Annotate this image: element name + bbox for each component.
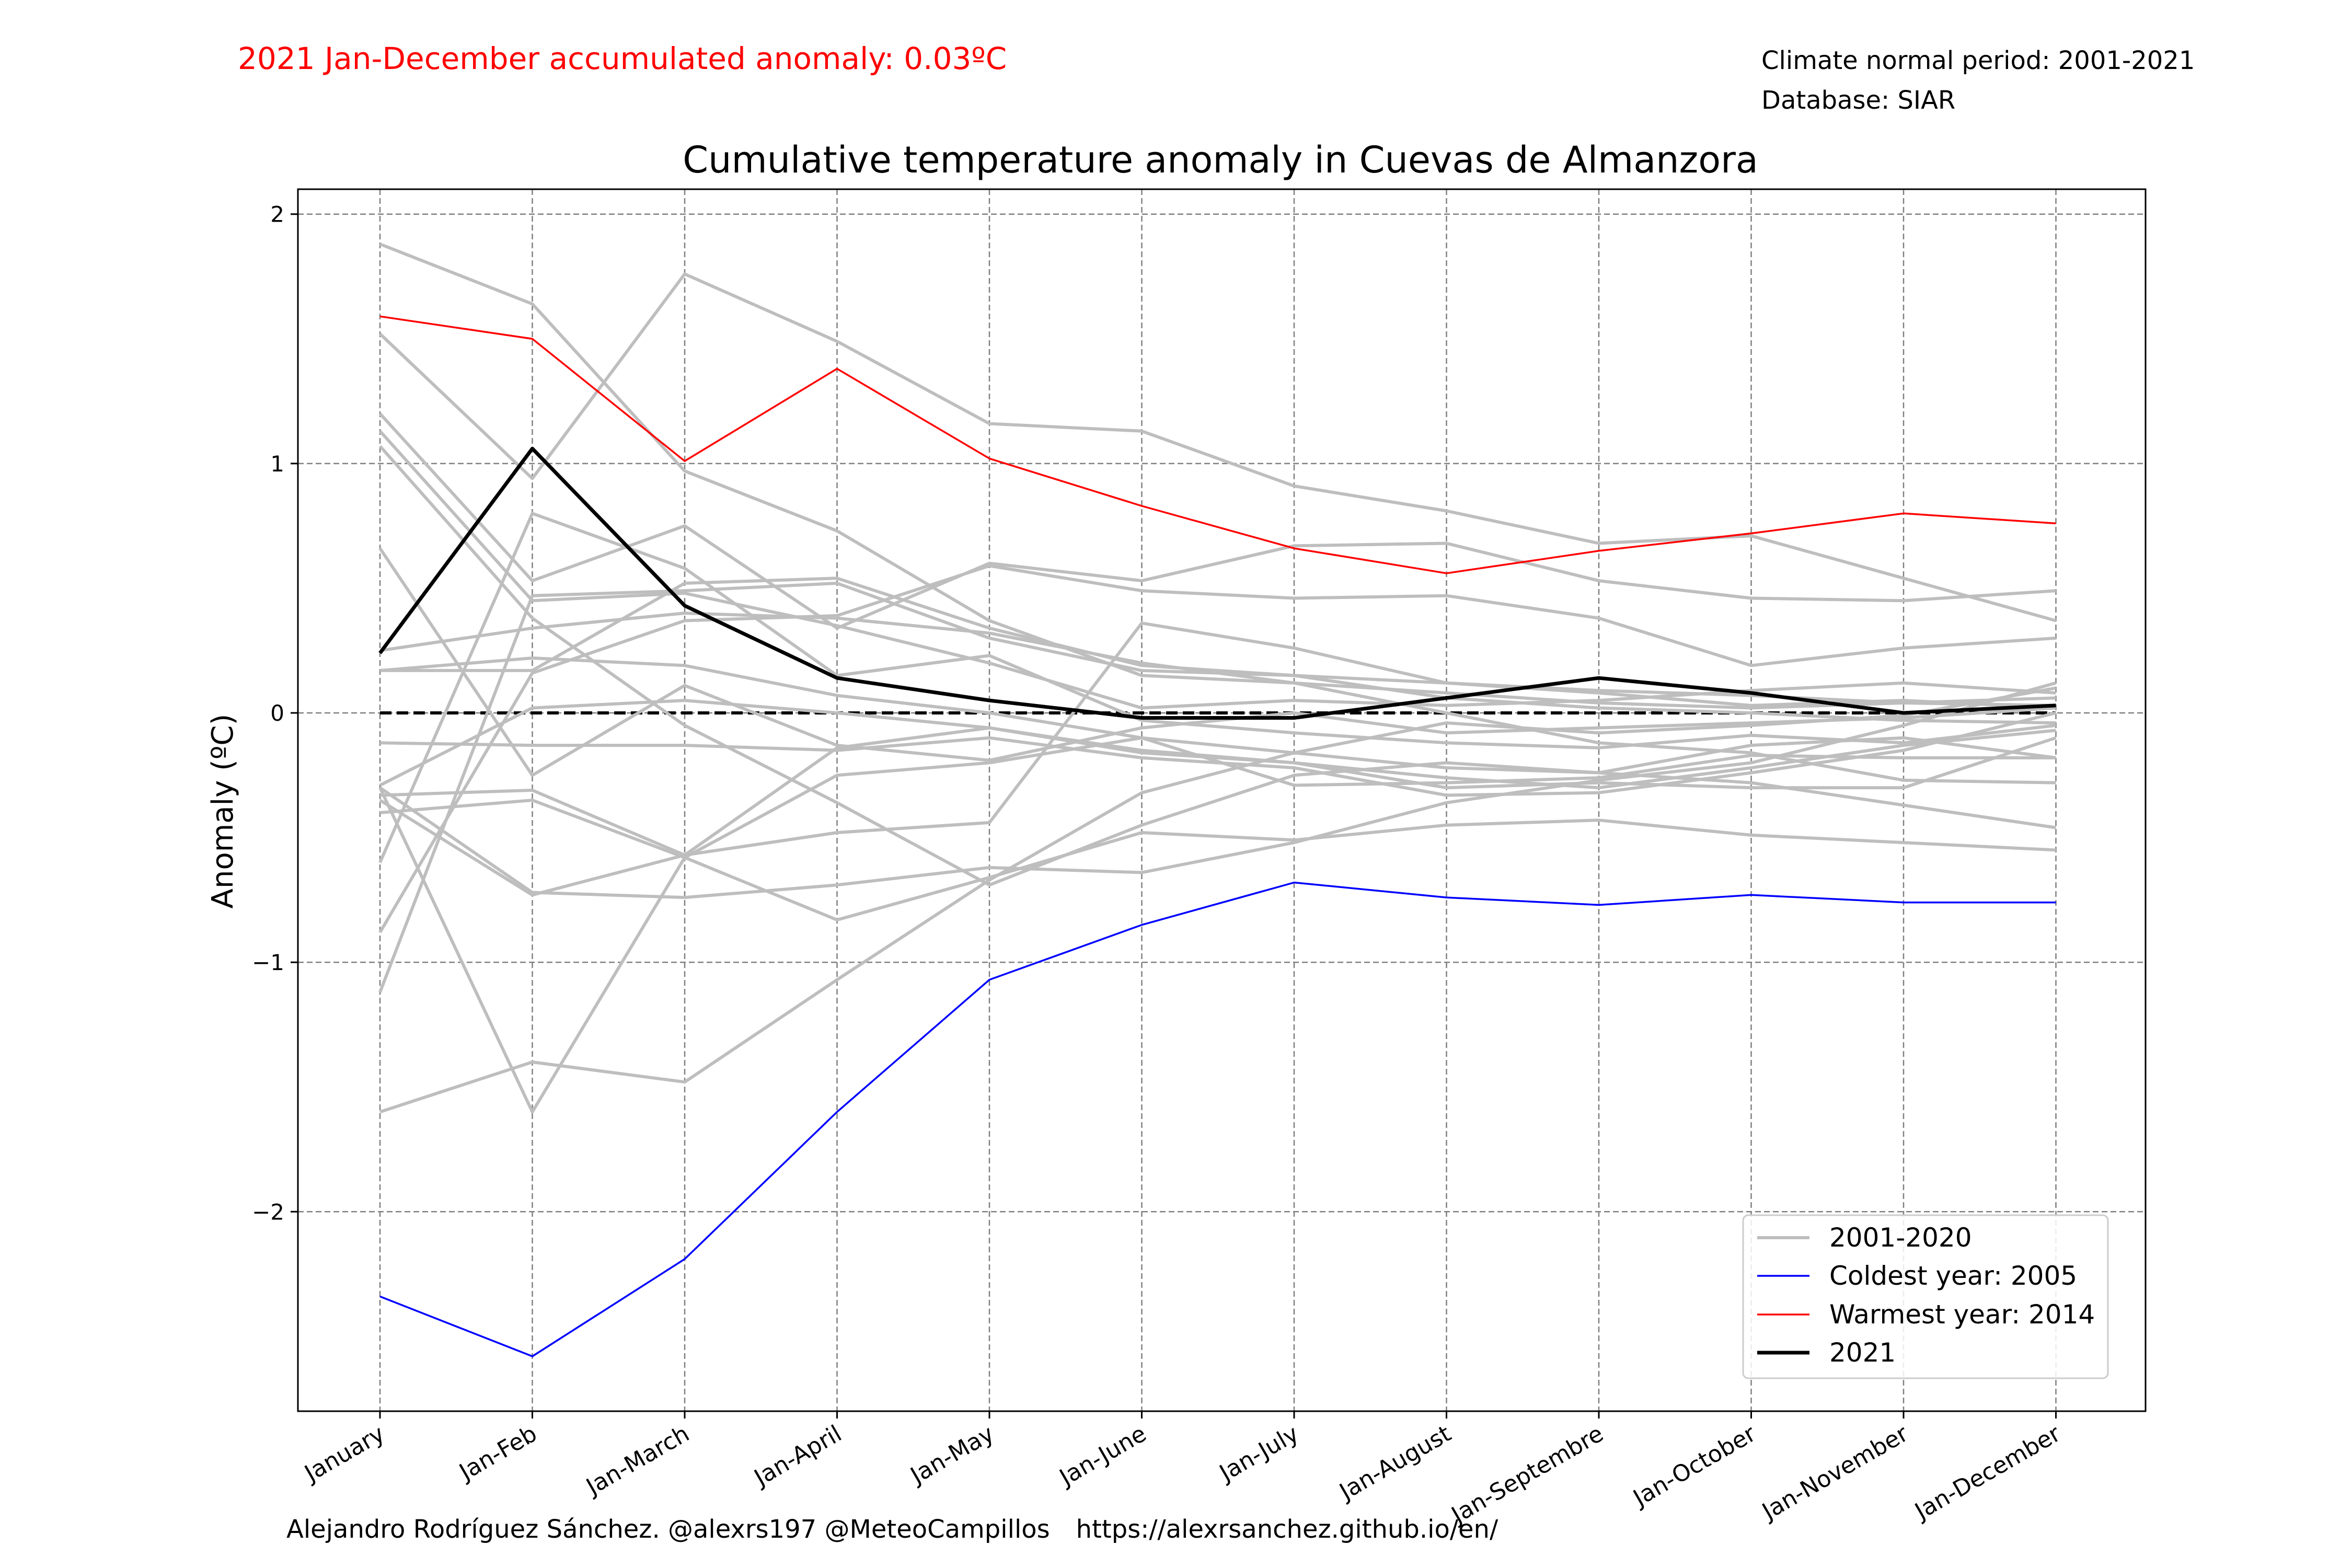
historical-year-line	[380, 577, 2056, 725]
coldest-year-line	[379, 881, 2056, 1357]
plot-frame	[297, 188, 2147, 1412]
x-tick-label: Jan-December	[1909, 1420, 2066, 1526]
y-axis-label: Anomaly (ºC)	[206, 714, 240, 909]
x-tick-label: January	[299, 1420, 389, 1488]
x-tick-label: Jan-May	[905, 1420, 998, 1490]
chart-legend: 2001-2020 Coldest year: 2005 Warmest yea…	[1742, 1214, 2109, 1379]
historical-year-line	[378, 412, 2056, 630]
x-tick-label: Jan-August	[1334, 1420, 1456, 1506]
x-tick-label: Jan-June	[1054, 1420, 1151, 1492]
historical-year-line	[379, 686, 2057, 1114]
y-tick-label: −2	[252, 1199, 284, 1225]
historical-year-line	[378, 581, 2056, 993]
legend-label-coldest: Coldest year: 2005	[1829, 1261, 2077, 1291]
y-tick-label: 0	[270, 700, 284, 726]
accumulated-anomaly-headline: 2021 Jan-December accumulated anomaly: 0…	[238, 41, 1007, 76]
x-tick-label: Jan-Septembre	[1446, 1420, 1608, 1529]
x-tick-label: Jan-April	[748, 1420, 846, 1492]
legend-label-grey: 2001-2020	[1829, 1223, 1972, 1253]
historical-year-line	[378, 512, 2056, 863]
historical-year-line	[378, 272, 2057, 622]
historical-year-line	[378, 564, 2056, 933]
x-tick-label: Jan-Feb	[454, 1420, 541, 1486]
x-tick-label: Jan-July	[1214, 1420, 1303, 1487]
x-tick-label: Jan-March	[581, 1420, 694, 1501]
climate-normal-period: Climate normal period: 2001-2021	[1761, 46, 2195, 75]
x-axis-ticks: January Jan-Feb Jan-March Jan-April Jan-May J…	[299, 1411, 2066, 1529]
legend-box	[1742, 1214, 2109, 1379]
author-credit: Alejandro Rodríguez Sánchez. @alexrs197 …	[286, 1515, 1050, 1544]
chart-title: Cumulative temperature anomaly in Cuevas…	[683, 139, 1758, 181]
x-tick-label: Jan-November	[1757, 1420, 1913, 1526]
current-year-line	[378, 446, 2056, 720]
historical-year-line	[378, 736, 2056, 1114]
historical-series-lines	[378, 243, 2057, 1114]
y-tick-label: −1	[252, 950, 284, 975]
legend-label-warmest: Warmest year: 2014	[1829, 1299, 2095, 1330]
historical-year-line	[378, 445, 2056, 887]
x-tick-label: Jan-October	[1628, 1420, 1761, 1513]
legend-label-2021: 2021	[1829, 1338, 1896, 1368]
highlight-series-lines	[378, 315, 2056, 1357]
credits-footer: Alejandro Rodríguez Sánchez. @alexrs197 …	[286, 1515, 1498, 1544]
y-tick-label: 2	[270, 202, 284, 227]
warmest-year-line	[379, 315, 2056, 574]
y-axis-ticks: −2 −1 0 1 2	[252, 202, 298, 1225]
historical-year-line	[379, 799, 2056, 921]
y-tick-label: 1	[270, 451, 284, 477]
website-link[interactable]: https://alexrsanchez.github.io/en/	[1076, 1515, 1498, 1544]
historical-year-line	[379, 726, 2057, 897]
database-label: Database: SIAR	[1761, 86, 1956, 115]
historical-year-line	[378, 430, 2056, 710]
